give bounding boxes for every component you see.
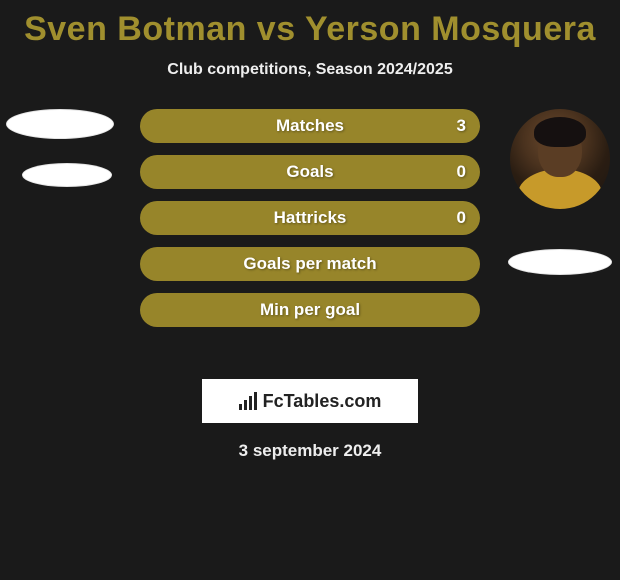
stat-value-right: 0 [457,155,466,189]
stat-label: Hattricks [140,201,480,235]
player-left-flag [22,163,112,187]
brand-text: FcTables.com [263,391,382,412]
player-right-column [500,109,620,275]
stats-list: Matches 3 Goals 0 Hattricks 0 Goals per … [140,109,480,339]
page-title: Sven Botman vs Yerson Mosquera [0,0,620,49]
stat-row: Min per goal [140,293,480,327]
stat-value-right: 0 [457,201,466,235]
player-left-column [0,109,120,187]
subtitle: Club competitions, Season 2024/2025 [0,61,620,79]
stat-row: Hattricks 0 [140,201,480,235]
player-right-flag [508,249,612,275]
stat-row: Goals 0 [140,155,480,189]
stat-label: Min per goal [140,293,480,327]
stat-label: Goals per match [140,247,480,281]
avatar-hair [534,117,586,147]
player-right-avatar [510,109,610,209]
date-text: 3 september 2024 [0,441,620,461]
stat-label: Matches [140,109,480,143]
stat-value-right: 3 [457,109,466,143]
stat-row: Matches 3 [140,109,480,143]
comparison-block: Matches 3 Goals 0 Hattricks 0 Goals per … [0,109,620,369]
brand-badge[interactable]: FcTables.com [202,379,418,423]
chart-bars-icon [239,392,257,410]
stat-label: Goals [140,155,480,189]
stat-row: Goals per match [140,247,480,281]
player-left-avatar-placeholder [6,109,114,139]
